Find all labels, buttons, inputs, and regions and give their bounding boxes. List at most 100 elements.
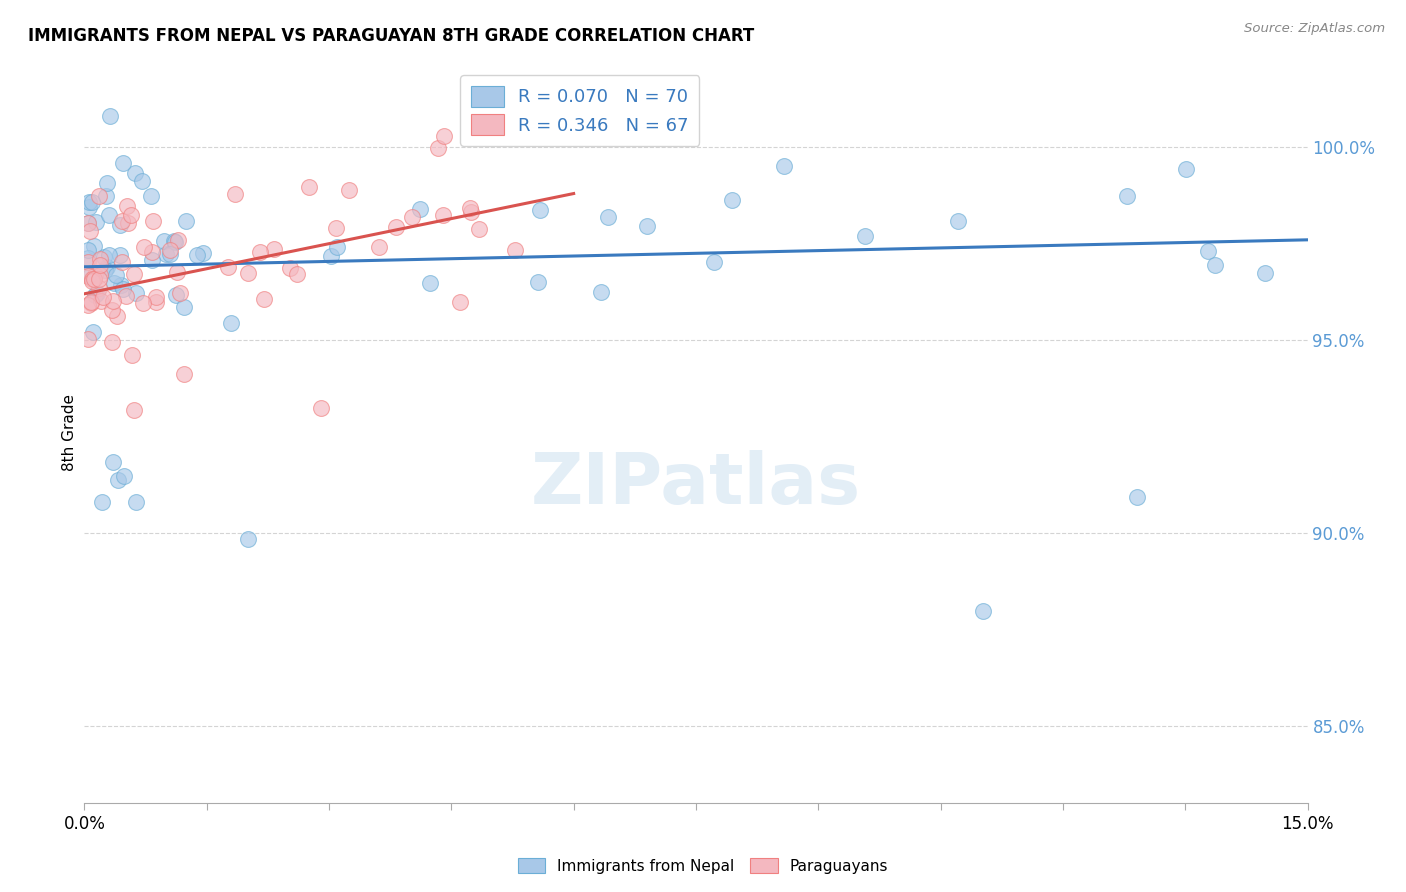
- Point: [1204, 258, 1226, 272]
- Point: [117, 216, 139, 230]
- Legend: R = 0.070   N = 70, R = 0.346   N = 67: R = 0.070 N = 70, R = 0.346 N = 67: [460, 75, 699, 145]
- Point: [236, 266, 259, 280]
- Point: [224, 187, 246, 202]
- Point: [432, 209, 454, 223]
- Point: [1254, 267, 1277, 281]
- Point: [101, 334, 124, 349]
- Point: [159, 243, 181, 257]
- Point: [101, 294, 124, 309]
- Point: [142, 213, 165, 227]
- Point: [339, 183, 361, 197]
- Point: [253, 292, 276, 306]
- Point: [105, 268, 128, 282]
- Point: [409, 202, 432, 216]
- Point: [309, 401, 332, 416]
- Point: [80, 295, 103, 310]
- Point: [108, 218, 131, 232]
- Point: [1126, 490, 1149, 504]
- Point: [173, 367, 195, 381]
- Point: [433, 128, 456, 143]
- Point: [173, 300, 195, 314]
- Point: [107, 473, 129, 487]
- Point: [90, 293, 112, 308]
- Point: [134, 240, 156, 254]
- Point: [124, 403, 146, 417]
- Point: [155, 247, 177, 261]
- Point: [77, 217, 100, 231]
- Point: [77, 200, 100, 214]
- Point: [217, 260, 239, 274]
- Point: [145, 290, 167, 304]
- Point: [96, 176, 118, 190]
- Point: [166, 265, 188, 279]
- Point: [263, 242, 285, 256]
- Point: [121, 348, 143, 362]
- Point: [82, 272, 104, 286]
- Point: [111, 214, 134, 228]
- Point: [449, 295, 471, 310]
- Point: [326, 239, 349, 253]
- Point: [1197, 244, 1219, 258]
- Point: [80, 296, 103, 310]
- Point: [100, 302, 122, 317]
- Point: [186, 248, 208, 262]
- Point: [468, 222, 491, 236]
- Y-axis label: 8th Grade: 8th Grade: [62, 394, 77, 471]
- Point: [529, 202, 551, 217]
- Point: [503, 243, 526, 257]
- Point: [636, 219, 658, 233]
- Point: [124, 166, 146, 180]
- Point: [598, 211, 620, 225]
- Point: [91, 290, 114, 304]
- Text: ZIPatlas: ZIPatlas: [531, 450, 860, 519]
- Point: [98, 109, 121, 123]
- Point: [77, 243, 100, 257]
- Point: [153, 234, 176, 248]
- Point: [89, 268, 111, 282]
- Text: Source: ZipAtlas.com: Source: ZipAtlas.com: [1244, 22, 1385, 36]
- Point: [460, 204, 482, 219]
- Point: [145, 294, 167, 309]
- Point: [103, 276, 125, 290]
- Point: [773, 159, 796, 173]
- Point: [77, 332, 100, 346]
- Point: [112, 468, 135, 483]
- Point: [191, 246, 214, 260]
- Point: [79, 224, 101, 238]
- Point: [96, 260, 118, 274]
- Point: [278, 260, 301, 275]
- Point: [125, 286, 148, 301]
- Point: [89, 258, 111, 272]
- Point: [159, 246, 181, 260]
- Point: [93, 250, 115, 264]
- Point: [298, 180, 321, 194]
- Point: [163, 234, 186, 248]
- Point: [77, 216, 100, 230]
- Point: [167, 233, 190, 247]
- Point: [458, 201, 481, 215]
- Point: [111, 282, 134, 296]
- Point: [115, 289, 138, 303]
- Point: [80, 195, 103, 210]
- Point: [82, 274, 104, 288]
- Point: [169, 285, 191, 300]
- Point: [94, 188, 117, 202]
- Point: [132, 295, 155, 310]
- Point: [79, 269, 101, 284]
- Point: [84, 287, 107, 301]
- Point: [108, 248, 131, 262]
- Point: [526, 275, 548, 289]
- Point: [319, 249, 342, 263]
- Point: [87, 272, 110, 286]
- Point: [131, 174, 153, 188]
- Point: [141, 189, 163, 203]
- Point: [972, 604, 994, 618]
- Point: [419, 276, 441, 290]
- Point: [115, 199, 138, 213]
- Point: [853, 228, 876, 243]
- Point: [110, 277, 132, 292]
- Point: [946, 214, 969, 228]
- Point: [721, 193, 744, 207]
- Point: [238, 532, 260, 546]
- Point: [87, 188, 110, 202]
